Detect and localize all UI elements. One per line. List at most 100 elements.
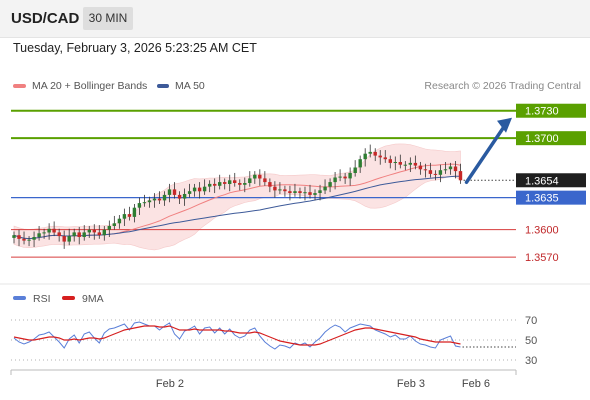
candle-body xyxy=(77,232,81,237)
candle-body xyxy=(22,238,26,241)
candle-body xyxy=(378,155,382,158)
candle-body xyxy=(338,176,342,178)
candle-body xyxy=(12,235,16,238)
last-price-tag xyxy=(516,173,586,188)
level-label-0: 1.3730 xyxy=(525,106,559,118)
level-tag-1 xyxy=(516,131,586,146)
timeframe-button[interactable]: 30 MIN xyxy=(83,7,133,30)
level-label-4: 1.3570 xyxy=(525,252,559,264)
candle-body xyxy=(433,173,438,175)
candle-body xyxy=(423,169,428,171)
candle-body xyxy=(248,178,252,183)
candle-body xyxy=(418,165,423,170)
candle-body xyxy=(358,159,362,168)
candle-body xyxy=(428,170,433,174)
candle-body xyxy=(273,186,277,191)
candle-body xyxy=(253,174,257,179)
level-label-1: 1.3700 xyxy=(525,133,559,145)
candle-body xyxy=(458,171,463,181)
level-tag-0 xyxy=(516,103,586,118)
candle-body xyxy=(57,232,61,237)
candle-body xyxy=(303,192,307,194)
candles-layer xyxy=(12,144,463,249)
candle-body xyxy=(162,194,167,201)
symbol-title: USD/CAD xyxy=(11,10,80,27)
candle-body xyxy=(32,237,36,240)
candle-body xyxy=(233,180,237,183)
level-tag-2 xyxy=(516,190,586,205)
credit-text: Research © 2026 Trading Central xyxy=(424,80,581,92)
candle-body xyxy=(263,178,267,183)
candle-body xyxy=(288,191,292,193)
levels-layer: 1.3730 1.3700 1.3635 1.3600 1.3570 xyxy=(11,103,586,264)
candle-body xyxy=(218,182,222,186)
candle-body xyxy=(348,172,352,179)
candle-body xyxy=(438,170,443,175)
candle-body xyxy=(72,232,76,237)
candle-body xyxy=(17,235,21,239)
candle-body xyxy=(228,180,232,184)
candle-body xyxy=(223,182,227,184)
rsi-ma-legend-label: 9MA xyxy=(82,293,104,305)
candle-body xyxy=(353,167,357,173)
forecast-arrow-shaft xyxy=(464,124,506,185)
candle-body xyxy=(152,198,157,201)
overlay-layer: 1.3654 xyxy=(0,117,590,285)
candle-body xyxy=(182,194,187,199)
ma50-swatch-icon xyxy=(157,84,169,89)
candle-body xyxy=(27,239,31,241)
candle-body xyxy=(192,187,197,192)
level-label-2: 1.3635 xyxy=(525,193,559,205)
candle-body xyxy=(97,232,101,236)
candle-body xyxy=(87,229,91,233)
rsi-ma-line xyxy=(13,325,461,346)
candle-body xyxy=(268,182,272,187)
top-bar: USD/CAD 30 MIN xyxy=(0,0,590,38)
candle-body xyxy=(333,177,337,183)
legend-ma50-label: MA 50 xyxy=(175,80,205,92)
moving-averages-layer xyxy=(13,163,461,240)
time-tick-label-1: Feb 3 xyxy=(397,378,425,390)
candle-body xyxy=(42,232,46,234)
candle-body xyxy=(313,193,317,195)
candle-body xyxy=(453,166,458,172)
candle-body xyxy=(102,229,106,236)
candle-body xyxy=(373,151,377,156)
candle-body xyxy=(323,186,327,191)
candle-body xyxy=(383,157,387,160)
candle-body xyxy=(107,226,111,230)
candle-body xyxy=(137,203,142,208)
candle-body xyxy=(328,182,332,187)
candle-body xyxy=(278,189,282,191)
rsi-line xyxy=(13,321,461,350)
bollinger-layer xyxy=(13,143,461,251)
rsi-ma-swatch-icon xyxy=(62,296,75,300)
candle-body xyxy=(343,176,347,179)
rsi-tick-label-2: 30 xyxy=(525,355,537,367)
candle-body xyxy=(408,162,412,165)
candle-body xyxy=(318,190,322,193)
candle-body xyxy=(448,166,453,170)
candle-body xyxy=(117,218,122,224)
candle-body xyxy=(157,198,162,201)
time-tick-label-0: Feb 2 xyxy=(156,378,184,390)
candle-body xyxy=(213,183,217,186)
rsi-legend-label: RSI xyxy=(33,293,51,305)
candle-body xyxy=(443,169,448,171)
rsi-tick-label-1: 50 xyxy=(525,335,537,347)
candle-body xyxy=(308,192,312,195)
candle-body xyxy=(132,207,137,217)
candle-body xyxy=(187,191,192,194)
ma50-line xyxy=(13,175,461,240)
candle-body xyxy=(197,187,202,192)
candle-body xyxy=(172,189,177,195)
candle-body xyxy=(403,164,407,166)
candle-body xyxy=(398,162,402,165)
candle-body xyxy=(67,236,71,242)
candle-body xyxy=(127,214,132,217)
candle-body xyxy=(393,162,397,163)
candle-body xyxy=(258,174,262,179)
candle-body xyxy=(147,200,152,203)
candle-body xyxy=(112,223,116,226)
candle-body xyxy=(142,202,147,204)
